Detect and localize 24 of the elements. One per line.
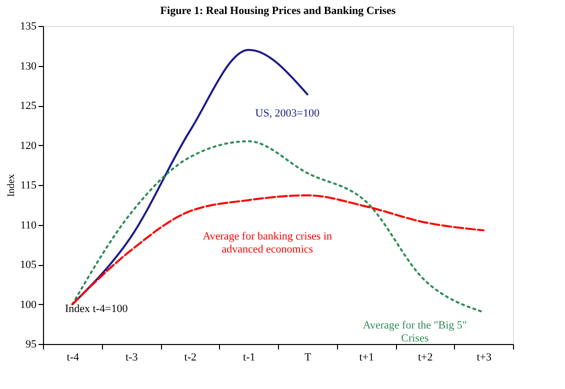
y-tick-label: 125: [20, 100, 37, 112]
y-tick-label: 115: [20, 180, 37, 192]
y-tick-label: 110: [20, 219, 37, 232]
y-tick-label: 100: [20, 298, 37, 311]
text: Average for banking crises in advanced economics: [202, 230, 333, 256]
x-tick-label: t-4: [66, 352, 80, 364]
x-tick-label: t+1: [359, 352, 374, 364]
line-series: [71, 194, 485, 306]
y-tick-label: 130: [20, 60, 37, 72]
chart-title: Figure 1: Real Housing Prices and Banking Crises: [160, 5, 396, 17]
annotation: Index t-4=100: [65, 303, 128, 315]
y-tick-label: 95: [26, 338, 37, 350]
y-axis-title: Index: [6, 174, 17, 197]
x-tick-label: t-1: [243, 352, 256, 364]
y-tick-label: 105: [20, 259, 37, 271]
x-tick-label: t+2: [418, 352, 433, 364]
x-tick-label: t-3: [126, 352, 138, 364]
x-tick-label: t-2: [184, 352, 196, 364]
y-tick-label: 120: [20, 140, 37, 152]
x-tick-label: T: [304, 352, 312, 364]
y-tick-label: 135: [20, 20, 37, 32]
series-label: Average for the "Big 5" Crises: [362, 320, 467, 345]
series-label: US, 2003=100: [255, 107, 320, 120]
x-tick-label: t+3: [476, 352, 492, 364]
